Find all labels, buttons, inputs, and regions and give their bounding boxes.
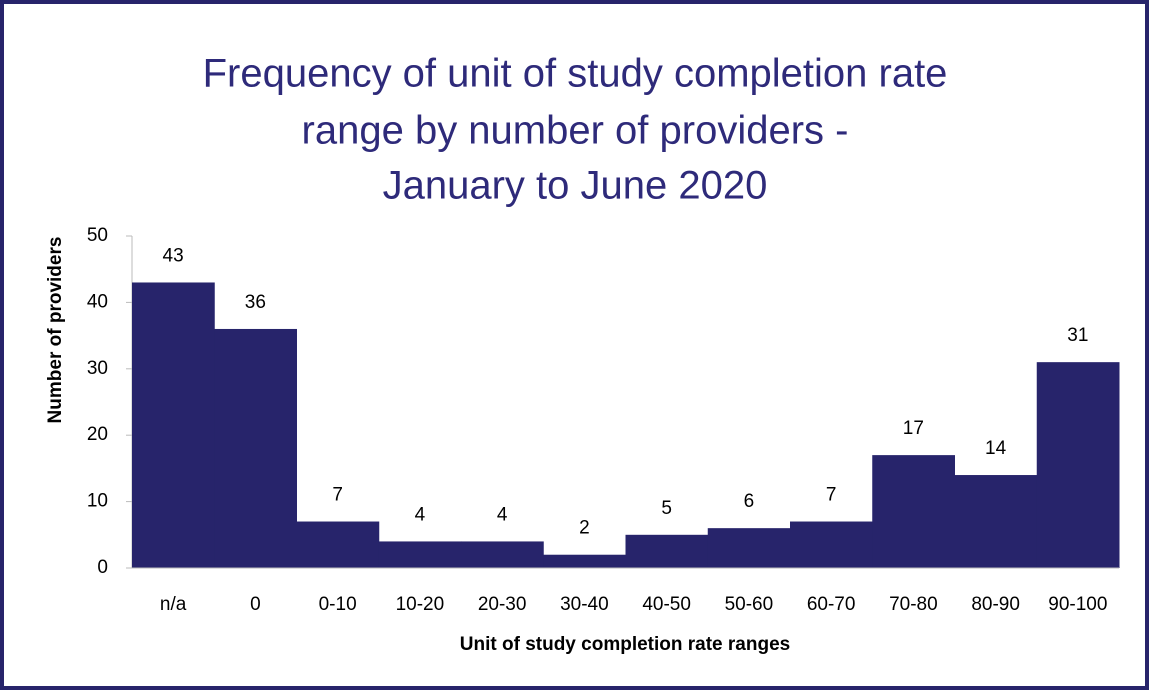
x-axis-title: Unit of study completion rate ranges — [460, 634, 790, 655]
y-tick-label: 40 — [87, 291, 108, 312]
bar — [543, 554, 626, 568]
bar — [625, 534, 709, 568]
bar — [214, 328, 297, 568]
bar — [296, 521, 380, 568]
data-label: 2 — [579, 518, 590, 539]
bar — [954, 475, 1038, 568]
y-tick-label: 30 — [87, 358, 108, 379]
y-tick-label: 0 — [97, 557, 108, 578]
data-label: 6 — [744, 491, 755, 512]
x-tick-label: 50-60 — [725, 594, 774, 615]
data-label: 5 — [661, 498, 672, 519]
data-label: 36 — [245, 292, 266, 313]
x-tick-label: 0-10 — [319, 594, 357, 615]
chart-title: January to June 2020 — [383, 164, 768, 208]
bar — [132, 282, 215, 568]
x-tick-label: 70-80 — [889, 594, 938, 615]
y-tick-label: 50 — [87, 225, 108, 246]
data-label: 7 — [332, 485, 343, 506]
data-label: 17 — [903, 418, 924, 439]
x-tick-label: 30-40 — [560, 594, 609, 615]
data-label: 7 — [826, 485, 837, 506]
data-label: 4 — [415, 504, 426, 525]
y-tick-label: 10 — [87, 491, 108, 512]
x-tick-label: 0 — [250, 594, 261, 615]
x-tick-label: 80-90 — [971, 594, 1020, 615]
chart-title: range by number of providers - — [302, 109, 849, 153]
x-tick-label: n/a — [160, 594, 187, 615]
chart-title: Frequency of unit of study completion ra… — [203, 52, 948, 96]
data-label: 31 — [1067, 325, 1088, 346]
data-label: 4 — [497, 504, 508, 525]
x-tick-label: 10-20 — [396, 594, 445, 615]
bar — [461, 541, 544, 568]
y-axis-title: Number of providers — [45, 237, 66, 424]
bar — [707, 528, 791, 568]
y-tick-label: 20 — [87, 424, 108, 445]
data-label: 43 — [163, 245, 184, 266]
bar — [790, 521, 873, 568]
data-label: 14 — [985, 438, 1007, 459]
bar — [378, 541, 462, 568]
x-tick-label: 90-100 — [1048, 594, 1107, 615]
x-tick-label: 60-70 — [807, 594, 856, 615]
x-tick-label: 40-50 — [642, 594, 691, 615]
bar — [1036, 362, 1120, 568]
x-tick-label: 20-30 — [478, 594, 527, 615]
bar — [872, 455, 955, 568]
